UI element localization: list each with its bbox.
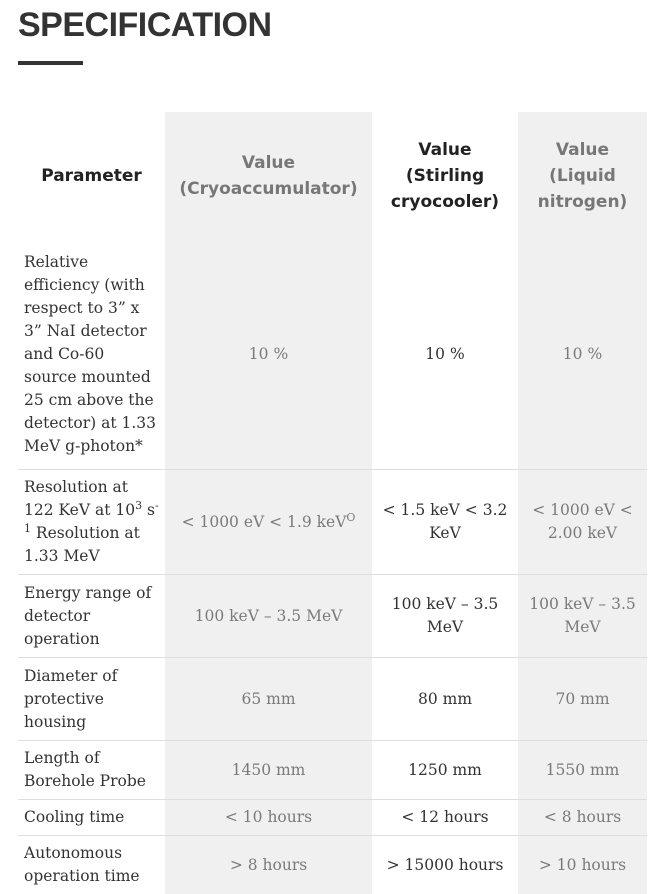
value-liquid-nitrogen: 10 % <box>518 240 647 470</box>
title-underline <box>18 61 83 65</box>
param-probe-length: Length of Borehole Probe <box>18 741 165 800</box>
header-parameter: Parameter <box>18 112 165 240</box>
table-row: Relative efficiency (with respect to 3” … <box>18 240 647 470</box>
specification-table: Parameter Value (Cryoaccumulator) Value … <box>18 112 647 894</box>
header-cryoaccumulator: Value (Cryoaccumulator) <box>165 112 372 240</box>
value-stirling: 80 mm <box>372 658 518 741</box>
value-stirling: 100 keV – 3.5 MeV <box>372 575 518 658</box>
value-liquid-nitrogen: 100 keV – 3.5 MeV <box>518 575 647 658</box>
param-housing-diameter: Diameter of protective housing <box>18 658 165 741</box>
value-cryoaccumulator: 65 mm <box>165 658 372 741</box>
table-row: Energy range of detector operation 100 k… <box>18 575 647 658</box>
param-cooling-time: Cooling time <box>18 800 165 836</box>
table-row: Resolution at 122 KeV at 103 s-1 Resolut… <box>18 470 647 575</box>
value-stirling: < 12 hours <box>372 800 518 836</box>
param-resolution-text: Resolution at 122 KeV at 10 <box>24 478 135 519</box>
header-liquid-nitrogen: Value (Liquid nitrogen) <box>518 112 647 240</box>
param-resolution: Resolution at 122 KeV at 103 s-1 Resolut… <box>18 470 165 575</box>
param-resolution-second: Resolution at 1.33 MeV <box>24 524 140 565</box>
table-row: Autonomous operation time > 8 hours > 15… <box>18 836 647 894</box>
value-cryoaccumulator: 1450 mm <box>165 741 372 800</box>
table-row: Cooling time < 10 hours < 12 hours < 8 h… <box>18 800 647 836</box>
value-liquid-nitrogen: 70 mm <box>518 658 647 741</box>
value-liquid-nitrogen: 1550 mm <box>518 741 647 800</box>
value-cryoaccumulator: < 10 hours <box>165 800 372 836</box>
param-autonomous-time: Autonomous operation time <box>18 836 165 894</box>
page-title: SPECIFICATION <box>18 6 272 45</box>
header-stirling: Value (Stirling cryocooler) <box>372 112 518 240</box>
value-stirling: 10 % <box>372 240 518 470</box>
param-energy-range: Energy range of detector operation <box>18 575 165 658</box>
value-stirling: > 15000 hours <box>372 836 518 894</box>
table-row: Length of Borehole Probe 1450 mm 1250 mm… <box>18 741 647 800</box>
value-liquid-nitrogen: < 1000 eV < 2.00 keV <box>518 470 647 575</box>
value-stirling: 1250 mm <box>372 741 518 800</box>
value-liquid-nitrogen: < 8 hours <box>518 800 647 836</box>
table-header-row: Parameter Value (Cryoaccumulator) Value … <box>18 112 647 240</box>
value-stirling: < 1.5 keV < 3.2 KeV <box>372 470 518 575</box>
value-cryoaccumulator-text: < 1000 eV < 1.9 keV <box>182 513 347 531</box>
value-cryoaccumulator: < 1000 eV < 1.9 keVO <box>165 470 372 575</box>
value-cryoaccumulator: 100 keV – 3.5 MeV <box>165 575 372 658</box>
superscript: O <box>346 510 355 523</box>
param-relative-efficiency: Relative efficiency (with respect to 3” … <box>18 240 165 470</box>
param-resolution-unit: s <box>142 501 155 519</box>
value-cryoaccumulator: 10 % <box>165 240 372 470</box>
value-cryoaccumulator: > 8 hours <box>165 836 372 894</box>
table-row: Diameter of protective housing 65 mm 80 … <box>18 658 647 741</box>
value-liquid-nitrogen: > 10 hours <box>518 836 647 894</box>
